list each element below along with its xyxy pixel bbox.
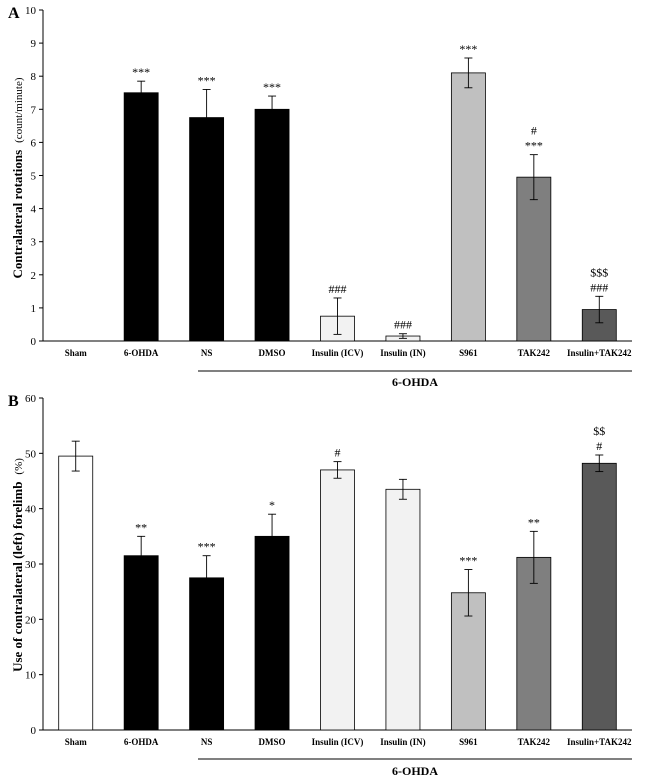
significance-label-2: *** bbox=[198, 73, 216, 87]
y-tick-label: 4 bbox=[31, 204, 37, 216]
x-category-label-1: 6-OHDA bbox=[124, 348, 159, 358]
y-tick-label: 0 bbox=[31, 336, 37, 348]
significance-label-4: # bbox=[335, 446, 341, 460]
bar-5 bbox=[385, 488, 421, 731]
y-tick-label: 30 bbox=[25, 559, 37, 571]
x-category-label-6: S961 bbox=[459, 348, 478, 358]
y-axis-label-a: Contralateral rotations (count/minute) bbox=[9, 77, 26, 278]
significance-label-4: ### bbox=[329, 282, 347, 296]
bar-7 bbox=[516, 176, 552, 342]
y-axis-unit-a: (count/minute) bbox=[13, 77, 25, 143]
y-tick-label: 6 bbox=[31, 137, 37, 149]
y-tick-label: 40 bbox=[25, 504, 37, 516]
x-category-label-4: Insulin (ICV) bbox=[312, 737, 364, 747]
group-label-a: 6-OHDA bbox=[392, 375, 438, 389]
x-category-label-8: Insulin+TAK242 bbox=[567, 348, 632, 358]
significance-label-8: # bbox=[596, 439, 602, 453]
significance-label-1: ** bbox=[135, 520, 147, 534]
y-tick-label: 10 bbox=[25, 670, 37, 682]
y-tick-label: 9 bbox=[31, 38, 37, 50]
significance-label-1: *** bbox=[132, 65, 150, 79]
panel-letter-b: B bbox=[8, 393, 19, 410]
significance-label-7: ** bbox=[528, 515, 540, 529]
bar-3 bbox=[254, 108, 290, 342]
x-category-label-2: NS bbox=[201, 348, 213, 358]
bar-8 bbox=[581, 462, 617, 731]
bar-7 bbox=[516, 556, 552, 731]
y-tick-label: 2 bbox=[31, 270, 37, 282]
x-category-label-6: S961 bbox=[459, 737, 478, 747]
x-category-label-3: DMSO bbox=[259, 348, 286, 358]
y-tick-label: 3 bbox=[31, 237, 37, 249]
y-axis-title-a: Contralateral rotations bbox=[10, 150, 25, 279]
bar-6 bbox=[450, 72, 486, 342]
x-category-label-0: Sham bbox=[65, 737, 88, 747]
x-category-label-3: DMSO bbox=[259, 737, 286, 747]
x-category-label-1: 6-OHDA bbox=[124, 737, 159, 747]
y-tick-label: 5 bbox=[31, 171, 37, 183]
x-category-label-4: Insulin (ICV) bbox=[312, 348, 364, 358]
y-tick-label: 8 bbox=[31, 71, 37, 83]
x-category-label-7: TAK242 bbox=[518, 348, 551, 358]
bar-4 bbox=[320, 469, 355, 731]
bar-2 bbox=[189, 577, 225, 731]
significance-label-8: ### bbox=[590, 280, 608, 294]
y-tick-label: 7 bbox=[31, 104, 37, 116]
y-tick-label: 60 bbox=[25, 393, 37, 405]
significance-label-3: * bbox=[269, 498, 275, 512]
x-category-label-8: Insulin+TAK242 bbox=[567, 737, 632, 747]
panel-b: B Use of contralateral (left) forelimb (… bbox=[8, 393, 632, 778]
bar-1 bbox=[123, 555, 159, 731]
significance-label-6: *** bbox=[459, 554, 477, 568]
x-category-label-5: Insulin (IN) bbox=[380, 348, 425, 358]
significance-label-3: *** bbox=[263, 80, 281, 94]
y-axis-title-b: Use of contralateral (left) forelimb bbox=[10, 482, 25, 672]
bar-2 bbox=[189, 117, 225, 342]
significance-label-6: *** bbox=[459, 42, 477, 56]
bar-3 bbox=[254, 535, 290, 731]
significance-label-8: $$$ bbox=[590, 265, 608, 279]
significance-label-7: # bbox=[531, 124, 537, 138]
significance-label-7: *** bbox=[525, 139, 543, 153]
bar-1 bbox=[123, 92, 159, 342]
x-category-label-5: Insulin (IN) bbox=[380, 737, 425, 747]
y-tick-label: 0 bbox=[31, 725, 37, 737]
y-tick-label: 50 bbox=[25, 448, 37, 460]
panel-letter-a: A bbox=[8, 5, 20, 22]
y-tick-label: 1 bbox=[31, 303, 37, 315]
significance-label-5: ### bbox=[394, 318, 412, 332]
x-category-label-7: TAK242 bbox=[518, 737, 551, 747]
bar-0 bbox=[58, 455, 94, 731]
y-axis-label-b: Use of contralateral (left) forelimb (%) bbox=[9, 458, 26, 672]
group-label-b: 6-OHDA bbox=[392, 764, 438, 778]
panel-a: A Contralateral rotations (count/minute)… bbox=[8, 5, 632, 389]
y-tick-label: 10 bbox=[25, 5, 37, 17]
y-axis-unit-b: (%) bbox=[13, 458, 25, 475]
x-category-label-2: NS bbox=[201, 737, 213, 747]
y-tick-label: 20 bbox=[25, 614, 37, 626]
significance-label-8: $$ bbox=[593, 424, 605, 438]
significance-label-2: *** bbox=[198, 540, 216, 554]
x-category-label-0: Sham bbox=[65, 348, 88, 358]
